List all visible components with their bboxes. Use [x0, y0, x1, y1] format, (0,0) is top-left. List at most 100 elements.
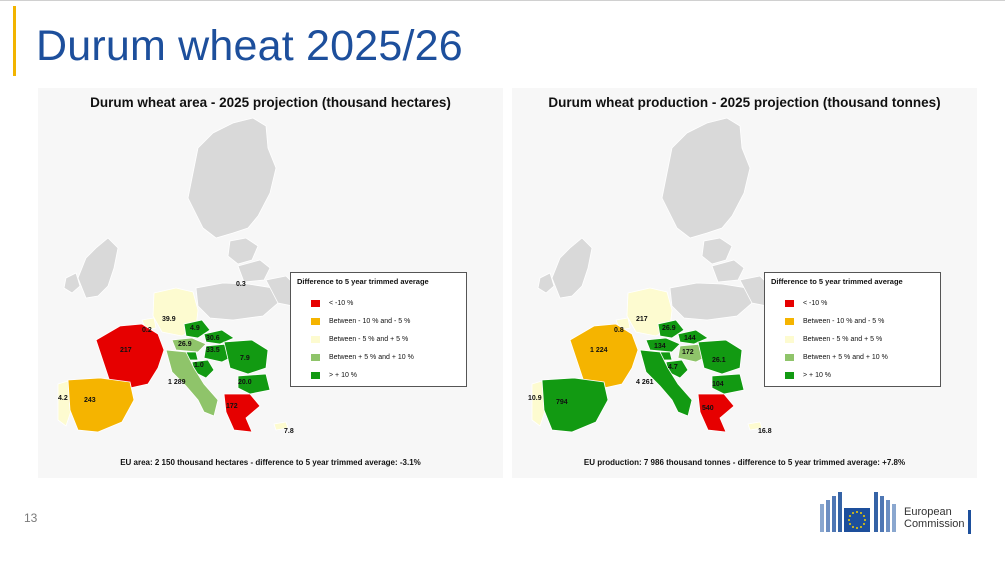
legend-swatch — [311, 335, 320, 343]
svg-text:0.2: 0.2 — [142, 327, 152, 334]
legend-item: < -10 % — [771, 294, 934, 312]
legend-label: < -10 % — [329, 299, 354, 307]
svg-text:134: 134 — [654, 343, 666, 350]
country-bulgaria — [711, 373, 745, 395]
country-cyprus — [747, 421, 763, 431]
legend-item: Between + 5 % and + 10 % — [771, 348, 934, 366]
svg-text:10.9: 10.9 — [528, 395, 542, 402]
country-romania — [697, 339, 743, 375]
svg-text:26.9: 26.9 — [662, 325, 676, 332]
country-france — [569, 323, 639, 389]
legend-label: Between - 5 % and + 5 % — [803, 335, 883, 343]
svg-text:30.6: 30.6 — [206, 335, 220, 342]
area-map-title: Durum wheat area - 2025 projection (thou… — [90, 95, 451, 110]
legend-item: > + 10 % — [771, 366, 934, 384]
production-map-labels: 1 224 794 10.9 4 261 217 0.8 26.9 144 13… — [528, 316, 772, 435]
ec-brand-bar — [968, 510, 971, 534]
svg-text:1.0: 1.0 — [194, 362, 204, 369]
legend-item: Between - 5 % and + 5 % — [771, 330, 934, 348]
legend-swatch — [311, 371, 320, 379]
country-italy — [165, 349, 219, 417]
svg-text:794: 794 — [556, 399, 568, 406]
production-map-title: Durum wheat production - 2025 projection… — [548, 95, 941, 110]
area-map: 217 243 4.2 1 289 39.9 0.2 0.3 4.9 30.6 … — [57, 117, 299, 435]
country-austria — [171, 337, 207, 353]
svg-text:217: 217 — [636, 316, 648, 323]
legend-label: > + 10 % — [803, 371, 832, 379]
non-eu-land — [63, 117, 299, 321]
legend-swatch — [311, 299, 320, 307]
non-eu-land — [537, 117, 773, 321]
country-greece — [223, 393, 261, 433]
ec-brand-line2: Commission — [904, 518, 965, 530]
european-commission-logo — [820, 490, 970, 536]
legend-swatch — [785, 317, 794, 325]
area-legend: Difference to 5 year trimmed average < -… — [290, 272, 467, 387]
top-divider — [0, 0, 1005, 1]
svg-text:172: 172 — [226, 403, 238, 410]
eu-countries[interactable] — [531, 287, 763, 433]
legend-title: Difference to 5 year trimmed average — [771, 277, 903, 286]
legend-swatch — [785, 299, 794, 307]
svg-text:7.9: 7.9 — [240, 355, 250, 362]
legend-label: Between + 5 % and + 10 % — [803, 353, 888, 361]
svg-text:4.2: 4.2 — [58, 395, 68, 402]
area-map-panel: Durum wheat area - 2025 projection (thou… — [38, 88, 503, 478]
svg-text:540: 540 — [702, 405, 714, 412]
production-map: 1 224 794 10.9 4 261 217 0.8 26.9 144 13… — [528, 117, 773, 435]
slide-title: Durum wheat 2025/26 — [36, 22, 463, 70]
title-accent-bar — [13, 6, 16, 76]
eu-countries[interactable] — [57, 287, 289, 433]
legend-label: Between - 10 % and - 5 % — [803, 317, 885, 325]
legend-label: Between + 5 % and + 10 % — [329, 353, 414, 361]
svg-text:7.8: 7.8 — [284, 428, 294, 435]
page-number: 13 — [24, 511, 38, 525]
country-slovakia — [677, 329, 709, 345]
legend-item: Between - 10 % and - 5 % — [297, 312, 460, 330]
legend-item: Between + 5 % and + 10 % — [297, 348, 460, 366]
legend-label: Between - 5 % and + 5 % — [329, 335, 409, 343]
ec-emblem-icon — [820, 492, 896, 532]
svg-text:0.3: 0.3 — [236, 281, 246, 288]
ec-brand-text: European Commission — [904, 506, 965, 530]
country-greece — [697, 393, 735, 433]
country-bulgaria — [237, 373, 271, 395]
country-france — [95, 323, 165, 389]
svg-text:104: 104 — [712, 381, 724, 388]
svg-text:4.9: 4.9 — [190, 325, 200, 332]
country-austria — [645, 337, 681, 353]
legend-item: Between - 10 % and - 5 % — [771, 312, 934, 330]
legend-swatch — [311, 317, 320, 325]
svg-text:144: 144 — [684, 335, 696, 342]
svg-text:33.5: 33.5 — [206, 347, 220, 354]
ec-brand-line1: European — [904, 506, 952, 518]
production-footnote: EU production: 7 986 thousand tonnes - d… — [583, 458, 906, 467]
country-spain — [67, 377, 135, 433]
legend-item: Between - 5 % and + 5 % — [297, 330, 460, 348]
area-footnote: EU area: 2 150 thousand hectares - diffe… — [120, 458, 421, 467]
svg-text:217: 217 — [120, 347, 132, 354]
production-legend: Difference to 5 year trimmed average < -… — [764, 272, 941, 387]
legend-label: > + 10 % — [329, 371, 358, 379]
svg-text:4.7: 4.7 — [668, 364, 678, 371]
legend-label: Between - 10 % and - 5 % — [329, 317, 411, 325]
svg-text:26.9: 26.9 — [178, 341, 192, 348]
legend-swatch — [311, 353, 320, 361]
legend-item: < -10 % — [297, 294, 460, 312]
country-spain — [541, 377, 609, 433]
legend-swatch — [785, 371, 794, 379]
country-romania — [223, 339, 269, 375]
legend-swatch — [785, 335, 794, 343]
svg-text:243: 243 — [84, 397, 96, 404]
svg-text:16.8: 16.8 — [758, 428, 772, 435]
legend-title: Difference to 5 year trimmed average — [297, 277, 429, 286]
svg-text:20.0: 20.0 — [238, 379, 252, 386]
country-slovakia — [203, 329, 235, 345]
area-map-labels: 217 243 4.2 1 289 39.9 0.2 0.3 4.9 30.6 … — [58, 281, 294, 435]
svg-text:0.8: 0.8 — [614, 327, 624, 334]
legend-label: < -10 % — [803, 299, 828, 307]
svg-text:26.1: 26.1 — [712, 357, 726, 364]
svg-text:1 289: 1 289 — [168, 379, 186, 386]
legend-swatch — [785, 353, 794, 361]
production-map-panel: Durum wheat production - 2025 projection… — [512, 88, 977, 478]
